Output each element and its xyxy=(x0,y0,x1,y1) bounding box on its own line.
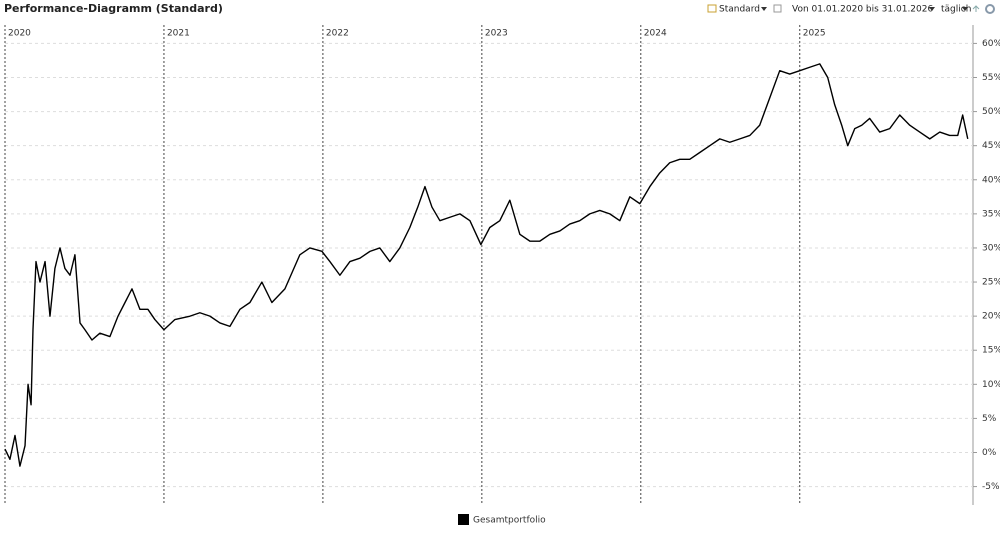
x-tick-label: 2024 xyxy=(644,29,667,39)
chart-title: Performance-Diagramm (Standard) xyxy=(4,2,223,15)
y-tick-label: -5% xyxy=(982,482,1000,492)
x-tick-label: 2025 xyxy=(803,29,826,39)
y-tick-label: 5% xyxy=(982,414,997,424)
y-tick-label: 45% xyxy=(982,141,1000,151)
y-tick-label: 60% xyxy=(982,39,1000,49)
y-tick-label: 40% xyxy=(982,175,1000,185)
performance-line xyxy=(4,63,969,467)
range-select[interactable]: Von 01.01.2020 bis 31.01.2026 xyxy=(792,5,933,15)
legend-label: Gesamtportfolio xyxy=(473,516,546,526)
view-select[interactable]: Standard xyxy=(719,5,760,15)
view-icon[interactable] xyxy=(707,4,717,13)
y-tick-label: 50% xyxy=(982,107,1000,117)
export-icon[interactable] xyxy=(972,5,980,12)
legend-swatch xyxy=(458,514,469,525)
y-tick-label: 10% xyxy=(982,380,1000,390)
y-tick-label: 35% xyxy=(982,209,1000,219)
y-tick-label: 0% xyxy=(982,448,997,458)
y-tick-label: 30% xyxy=(982,243,1000,253)
y-tick-label: 55% xyxy=(982,73,1000,83)
y-tick-label: 15% xyxy=(982,346,1000,356)
x-tick-label: 2022 xyxy=(326,29,349,39)
x-tick-label: 2023 xyxy=(485,29,508,39)
settings-icon[interactable] xyxy=(985,4,995,14)
save-icon[interactable] xyxy=(773,4,782,13)
dropdown-arrow[interactable] xyxy=(929,7,935,11)
dropdown-arrow[interactable] xyxy=(962,7,968,11)
x-tick-label: 2021 xyxy=(167,29,190,39)
interval-select[interactable]: täglich xyxy=(941,5,971,15)
dropdown-arrow[interactable] xyxy=(761,7,767,11)
y-tick-label: 25% xyxy=(982,278,1000,288)
x-tick-label: 2020 xyxy=(8,29,31,39)
y-tick-label: 20% xyxy=(982,312,1000,322)
